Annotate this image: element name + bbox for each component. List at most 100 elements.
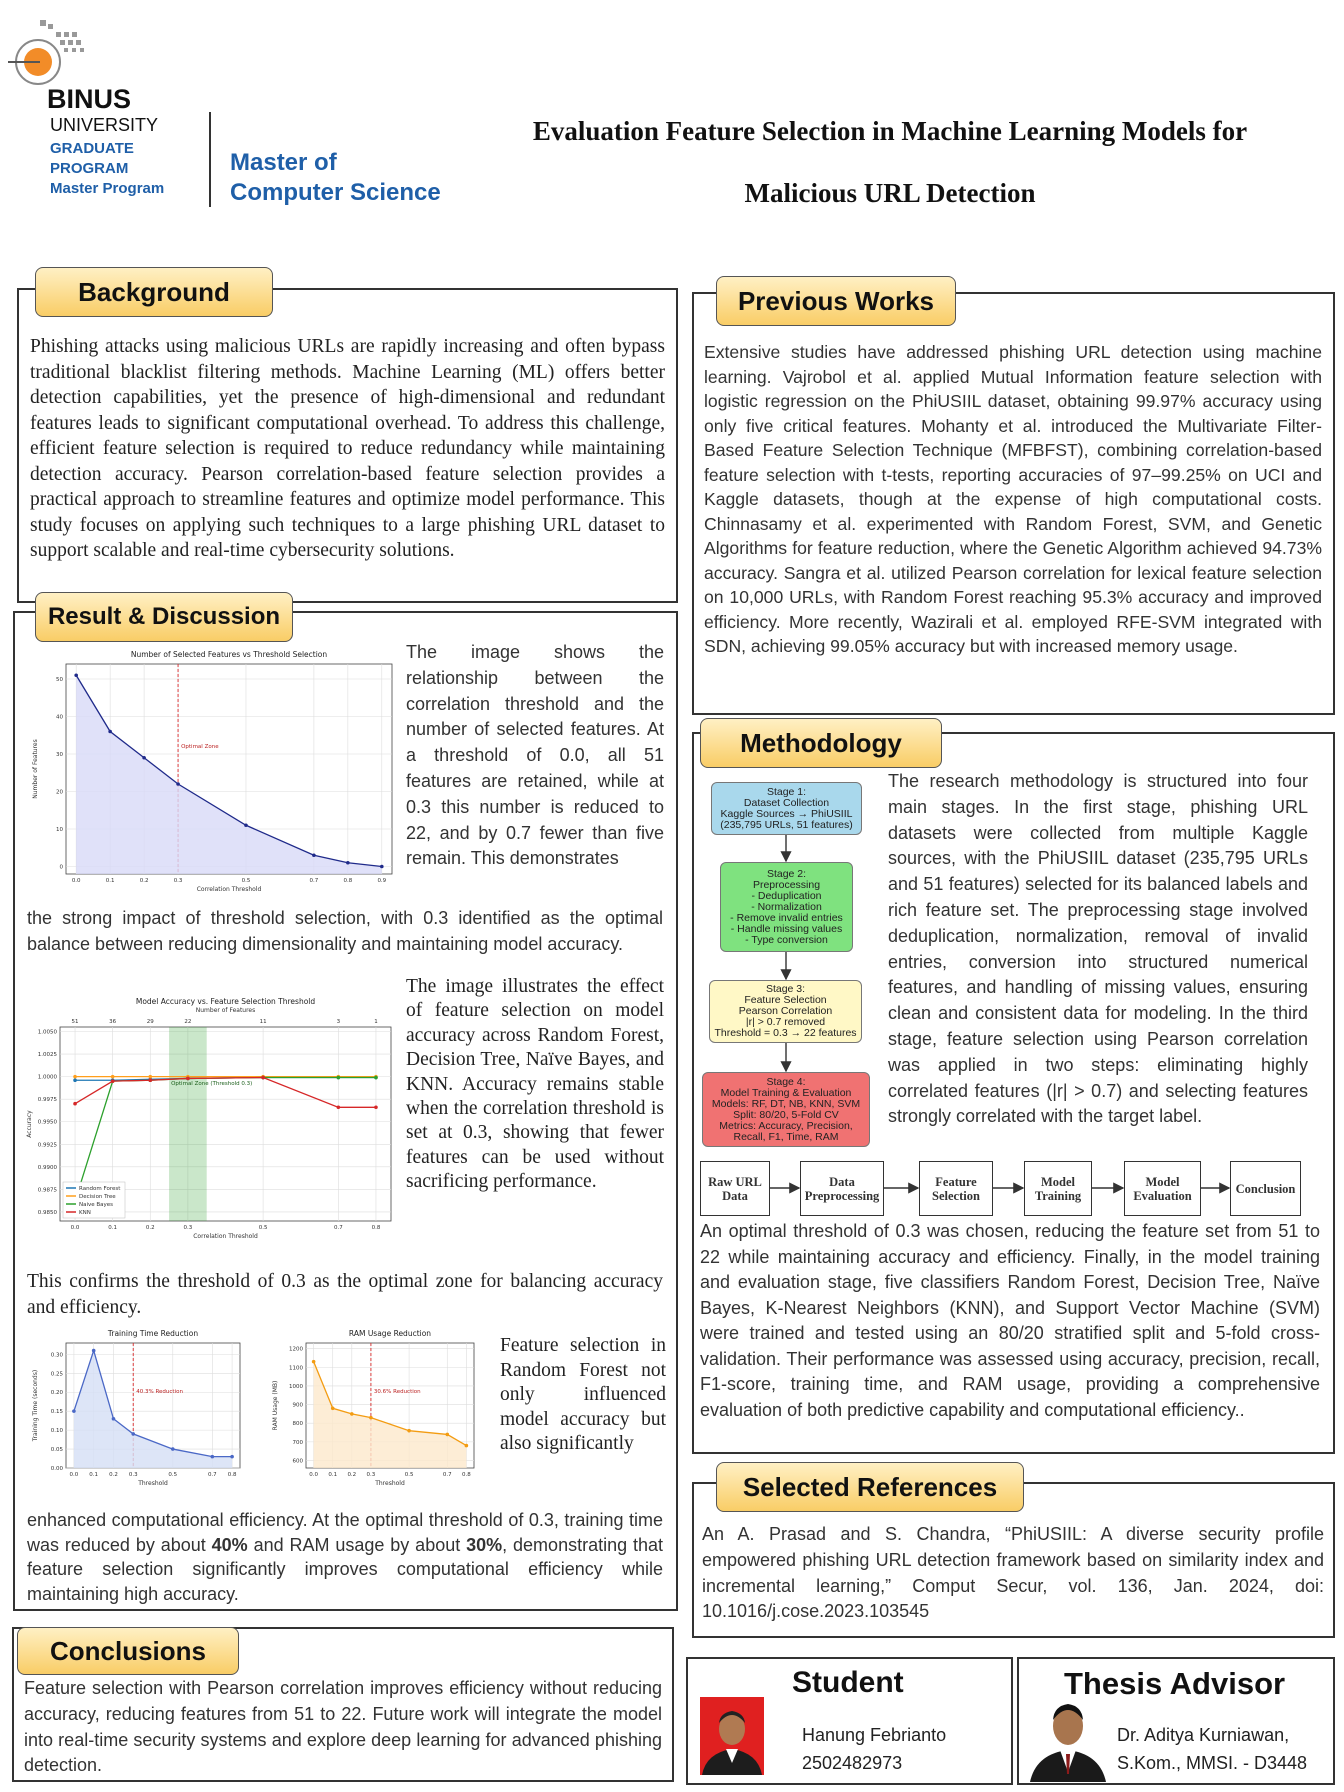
y-tick-label: 0.25 bbox=[51, 1371, 64, 1377]
stage-line: Models: RF, DT, NB, KNN, SVM bbox=[711, 1097, 861, 1110]
x-axis-label: Correlation Threshold bbox=[193, 1233, 258, 1240]
student-name: Hanung Febrianto bbox=[802, 1725, 947, 1745]
chart-title: Model Accuracy vs. Feature Selection Thr… bbox=[136, 997, 316, 1006]
top-tick-label: 22 bbox=[184, 1019, 191, 1025]
x-tick-label: 0.3 bbox=[174, 878, 183, 884]
y-tick-label: 1000 bbox=[289, 1384, 303, 1390]
data-point bbox=[336, 1075, 341, 1080]
data-point bbox=[244, 823, 248, 828]
x-tick-label: 0.0 bbox=[70, 1472, 79, 1478]
title-line: Malicious URL Detection bbox=[744, 178, 1036, 208]
ram-chart: RAM Usage Reduction 600 700 800 900 1000 1100 1… bbox=[272, 1329, 475, 1487]
y-tick-label: 50 bbox=[56, 677, 63, 683]
data-point bbox=[73, 1101, 77, 1106]
legend-label: Decision Tree bbox=[79, 1194, 116, 1200]
area-fill bbox=[313, 1361, 467, 1468]
result-text: The image illustrates the effect of feat… bbox=[406, 976, 664, 1193]
data-point bbox=[261, 1075, 265, 1080]
stage-line: Pearson Correlation bbox=[738, 1005, 833, 1017]
stage-line: - Remove invalid entries bbox=[730, 911, 843, 924]
previous-works-text: Extensive studies have addressed phishin… bbox=[704, 342, 1322, 656]
x-tick-label: 0.1 bbox=[106, 878, 115, 884]
stage-line: Model Training & Evaluation bbox=[720, 1086, 852, 1099]
conclusions-text: Feature selection with Pearson correlati… bbox=[24, 1678, 662, 1776]
methodology-text: An optimal threshold of 0.3 was chosen, … bbox=[700, 1221, 1320, 1420]
data-point bbox=[346, 860, 350, 865]
data-point bbox=[374, 1075, 378, 1080]
background-box bbox=[17, 288, 678, 603]
x-axis-label: Threshold bbox=[137, 1480, 168, 1487]
text-run-bold: 40% bbox=[211, 1534, 248, 1555]
x-tick-label: 0.7 bbox=[334, 1225, 343, 1231]
pipeline-step: Model Evaluation bbox=[1124, 1161, 1201, 1216]
x-axis-label: Threshold bbox=[374, 1480, 405, 1487]
student-id: 2502482973 bbox=[802, 1753, 903, 1773]
brand: BINUS bbox=[47, 84, 132, 114]
x-tick-label: 0.8 bbox=[228, 1472, 237, 1478]
advisor-name: Dr. Aditya Kurniawan, bbox=[1117, 1725, 1290, 1745]
stage-line: - Handle missing values bbox=[730, 922, 843, 935]
data-point bbox=[230, 1454, 234, 1459]
y-tick-label: 0.9875 bbox=[38, 1187, 58, 1193]
x-tick-label: 0.2 bbox=[140, 878, 149, 884]
data-point bbox=[74, 673, 78, 678]
poster-title: Evaluation Feature Selection in Machine … bbox=[440, 100, 1340, 224]
stage-line: - Normalization bbox=[751, 900, 822, 913]
x-tick-label: 0.0 bbox=[309, 1472, 318, 1478]
text-run: and RAM usage by about bbox=[247, 1534, 467, 1555]
y-tick-label: 1200 bbox=[289, 1347, 303, 1353]
pipeline-step: Raw URL Data bbox=[700, 1161, 770, 1216]
x-tick-label: 0.1 bbox=[328, 1472, 337, 1478]
stage-line: |r| > 0.7 removed bbox=[745, 1016, 826, 1028]
data-point bbox=[312, 853, 316, 858]
section-heading: Methodology bbox=[700, 718, 942, 768]
result-text: enhanced computational efficiency. At th… bbox=[27, 1508, 663, 1606]
stage-line: Kaggle Sources → PhiUSIIL bbox=[720, 807, 853, 820]
legend-label: Random Forest bbox=[79, 1186, 121, 1192]
chart-title: Training Time Reduction bbox=[107, 1329, 198, 1338]
x-tick-label: 0.1 bbox=[108, 1225, 117, 1231]
y-axis-label: RAM Usage (MB) bbox=[272, 1381, 279, 1431]
y-tick-label: 0.9925 bbox=[38, 1142, 58, 1148]
y-tick-label: 1.0000 bbox=[38, 1075, 58, 1081]
stage-line: Stage 2: bbox=[766, 867, 807, 880]
data-point bbox=[73, 1074, 77, 1079]
text-run: enhanced computational efficiency. At th… bbox=[27, 1510, 663, 1555]
program-line: PROGRAM bbox=[50, 160, 129, 177]
y-tick-label: 20 bbox=[56, 790, 63, 796]
data-point bbox=[142, 755, 146, 760]
section-heading: Result & Discussion bbox=[35, 592, 293, 642]
flow-arrows bbox=[770, 835, 1231, 1194]
data-point bbox=[186, 1076, 190, 1081]
x-tick-label: 0.3 bbox=[367, 1472, 376, 1478]
x-tick-label: 0.0 bbox=[72, 878, 81, 884]
stage-line: (235,795 URLs, 51 features) bbox=[720, 818, 853, 831]
stage-line: Threshold = 0.3 → 22 features bbox=[714, 1027, 857, 1039]
department-line: Computer Science bbox=[230, 179, 441, 206]
program-line: Master Program bbox=[50, 180, 165, 197]
data-point bbox=[72, 1409, 76, 1413]
y-tick-label: 0.9950 bbox=[38, 1120, 58, 1126]
section-heading: Conclusions bbox=[17, 1627, 239, 1675]
stage-line: Split: 80/20, 5-Fold CV bbox=[733, 1108, 839, 1121]
x-tick-label: 0.5 bbox=[405, 1472, 414, 1478]
y-tick-label: 1.0025 bbox=[38, 1052, 58, 1058]
x-tick-label: 0.3 bbox=[129, 1472, 138, 1478]
y-tick-label: 0.20 bbox=[51, 1390, 64, 1396]
data-point bbox=[108, 729, 112, 734]
x-tick-label: 0.7 bbox=[443, 1472, 452, 1478]
data-point bbox=[330, 1406, 335, 1411]
advisor-box bbox=[1017, 1657, 1335, 1785]
result-text: This confirms the threshold of 0.3 as th… bbox=[27, 1271, 663, 1318]
x-tick-label: 0.8 bbox=[372, 1225, 381, 1231]
data-point bbox=[445, 1432, 450, 1437]
pipeline-step: Feature Selection bbox=[919, 1161, 993, 1216]
data-point bbox=[380, 864, 384, 869]
data-point bbox=[311, 1359, 316, 1364]
annotation: 40.3% Reduction bbox=[136, 1389, 183, 1395]
legend-label: Naive Bayes bbox=[79, 1202, 113, 1208]
area-fill bbox=[73, 1350, 233, 1468]
y-tick-label: 0.15 bbox=[51, 1409, 64, 1415]
x-tick-label: 0.5 bbox=[259, 1225, 268, 1231]
